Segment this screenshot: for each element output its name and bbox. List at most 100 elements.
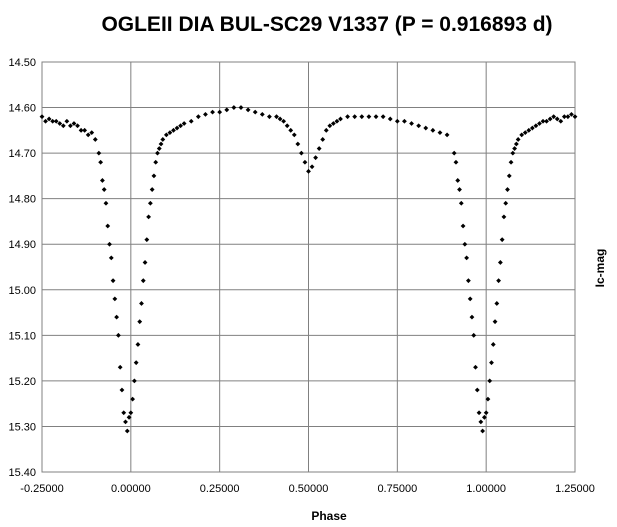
data-point — [540, 118, 546, 124]
data-point — [537, 121, 542, 126]
data-point — [496, 278, 502, 284]
data-point — [151, 173, 157, 179]
data-point — [330, 121, 336, 126]
data-point — [483, 410, 489, 416]
data-point — [46, 116, 52, 122]
data-point — [139, 301, 144, 306]
y-tick-label: 15.10 — [8, 330, 36, 342]
data-point — [373, 114, 379, 120]
data-point — [458, 200, 464, 206]
data-point — [501, 214, 507, 220]
data-point — [82, 127, 88, 133]
data-point — [505, 187, 510, 192]
data-point — [160, 137, 166, 142]
data-point — [533, 123, 539, 129]
data-point — [522, 130, 528, 136]
data-point — [101, 187, 107, 192]
data-point — [274, 114, 279, 120]
y-axis-label: Ic-mag — [593, 249, 607, 288]
chart-title: OGLEII DIA BUL-SC29 V1337 (P = 0.916893 … — [101, 13, 552, 36]
data-point — [284, 123, 290, 129]
data-point — [437, 130, 443, 136]
data-point — [380, 114, 386, 120]
data-point — [231, 105, 237, 110]
data-point — [513, 141, 519, 147]
data-point — [123, 419, 128, 425]
data-point — [105, 223, 111, 229]
data-point — [487, 378, 493, 384]
data-point — [252, 109, 258, 115]
grid-lines — [41, 61, 576, 473]
data-point — [238, 105, 244, 110]
y-tick-label: 15.40 — [8, 467, 36, 479]
data-point — [306, 168, 311, 174]
data-point — [490, 342, 496, 347]
data-point — [402, 118, 407, 124]
data-point — [572, 114, 578, 120]
y-tick-label: 14.70 — [8, 148, 36, 160]
data-point — [554, 116, 560, 122]
data-point — [515, 137, 521, 142]
data-point — [245, 107, 251, 113]
data-point — [85, 132, 91, 138]
data-point — [60, 123, 66, 129]
data-point — [267, 114, 272, 120]
x-tick-label: -0.25000 — [20, 483, 63, 495]
data-point — [503, 200, 509, 206]
data-point — [394, 118, 400, 124]
data-point — [489, 360, 494, 366]
data-point — [366, 114, 372, 120]
data-point — [291, 132, 297, 138]
data-point — [89, 130, 95, 136]
data-point — [561, 114, 567, 120]
data-point — [100, 178, 105, 183]
y-tick-label: 14.60 — [8, 103, 36, 115]
data-point — [519, 132, 525, 138]
data-point — [526, 127, 532, 133]
data-point — [142, 260, 148, 265]
data-point — [119, 387, 125, 393]
data-point — [217, 109, 223, 115]
data-point — [117, 364, 123, 370]
data-point — [71, 121, 77, 126]
x-tick-label: 0.25000 — [200, 483, 240, 495]
data-point — [43, 118, 48, 124]
x-tick-label: 0.00000 — [111, 483, 151, 495]
data-point — [323, 127, 329, 133]
data-point — [174, 125, 180, 131]
data-point — [453, 159, 459, 165]
data-point — [68, 123, 73, 129]
x-tick-labels: -0.25000 0.00000 0.25000 0.50000 0.75000 1.00… — [20, 483, 595, 495]
x-tick-label: 0.50000 — [289, 483, 329, 495]
data-point — [508, 159, 514, 165]
data-point — [155, 150, 160, 156]
data-point — [149, 187, 155, 192]
data-point — [133, 360, 139, 366]
x-tick-label: 0.75000 — [377, 483, 417, 495]
data-point — [551, 114, 557, 120]
data-point — [558, 118, 564, 124]
data-point — [156, 146, 162, 151]
data-point — [224, 107, 230, 113]
data-point — [464, 255, 470, 261]
data-point — [467, 296, 473, 302]
x-tick-label: 1.25000 — [555, 483, 595, 495]
data-point — [352, 114, 358, 120]
data-point — [98, 159, 104, 165]
data-point — [506, 173, 512, 179]
y-tick-label: 14.50 — [8, 57, 36, 69]
data-point — [512, 146, 517, 151]
data-point — [146, 214, 151, 220]
data-point — [499, 237, 505, 243]
data-point — [295, 141, 301, 147]
data-point — [497, 260, 503, 265]
data-point — [158, 141, 164, 147]
data-point — [281, 118, 287, 124]
y-tick-label: 14.90 — [8, 239, 36, 251]
data-point — [359, 114, 365, 120]
data-point — [316, 146, 322, 151]
data-point — [457, 187, 462, 192]
data-point — [107, 241, 112, 247]
data-point — [64, 118, 70, 124]
data-point — [569, 111, 574, 117]
